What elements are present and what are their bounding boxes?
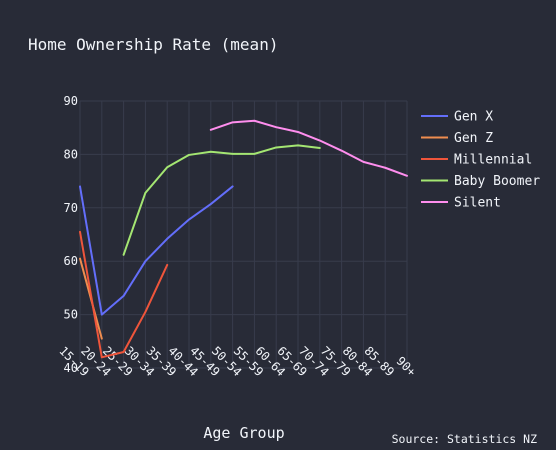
source-note: Source: Statistics NZ [392, 432, 537, 446]
legend-label: Silent [454, 196, 501, 211]
y-axis-ticks: 40 50 60 70 80 90 [64, 94, 78, 375]
legend-item[interactable]: Gen X [421, 110, 493, 125]
series-millennial [79, 230, 169, 359]
legend-label: Gen Z [454, 131, 493, 146]
legend-item[interactable]: Silent [421, 196, 501, 211]
series-line [79, 185, 234, 316]
series-line [209, 119, 408, 177]
legend[interactable]: Gen X Gen Z Millennial Baby Boomer Silent [421, 110, 540, 211]
legend-item[interactable]: Millennial [421, 153, 532, 168]
legend-label: Baby Boomer [454, 174, 540, 189]
series-baby-boomer [122, 144, 321, 256]
series-silent [209, 119, 408, 177]
y-tick-label: 60 [64, 254, 78, 268]
series-line [122, 144, 321, 256]
legend-label: Gen X [454, 110, 493, 125]
legend-item[interactable]: Baby Boomer [421, 174, 540, 189]
chart-title: Home Ownership Rate (mean) [28, 35, 278, 54]
y-tick-label: 40 [64, 361, 78, 375]
legend-label: Millennial [454, 153, 532, 168]
series-gen-x [79, 185, 234, 316]
x-tick-label: 90+ [394, 354, 419, 379]
y-tick-label: 90 [64, 94, 78, 108]
x-axis-ticks: 15-1920-2425-2930-3435-3940-4445-4950-54… [56, 344, 418, 379]
x-axis-title: Age Group [203, 424, 284, 442]
legend-item[interactable]: Gen Z [421, 131, 493, 146]
y-tick-label: 70 [64, 201, 78, 215]
y-tick-label: 80 [64, 147, 78, 161]
series-group [79, 119, 408, 359]
y-tick-label: 50 [64, 308, 78, 322]
grid [79, 100, 408, 369]
